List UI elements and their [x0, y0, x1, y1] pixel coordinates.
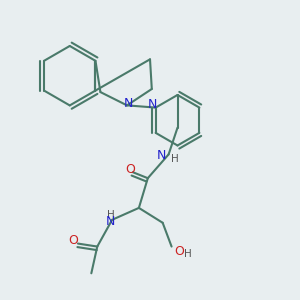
Text: H: H [107, 210, 115, 220]
Text: H: H [184, 249, 192, 259]
Text: N: N [124, 98, 133, 110]
Text: N: N [147, 98, 157, 111]
Text: O: O [125, 163, 135, 176]
Text: N: N [156, 149, 166, 162]
Text: O: O [175, 244, 184, 257]
Text: O: O [69, 234, 78, 247]
Text: H: H [171, 154, 178, 164]
Text: N: N [106, 215, 115, 228]
